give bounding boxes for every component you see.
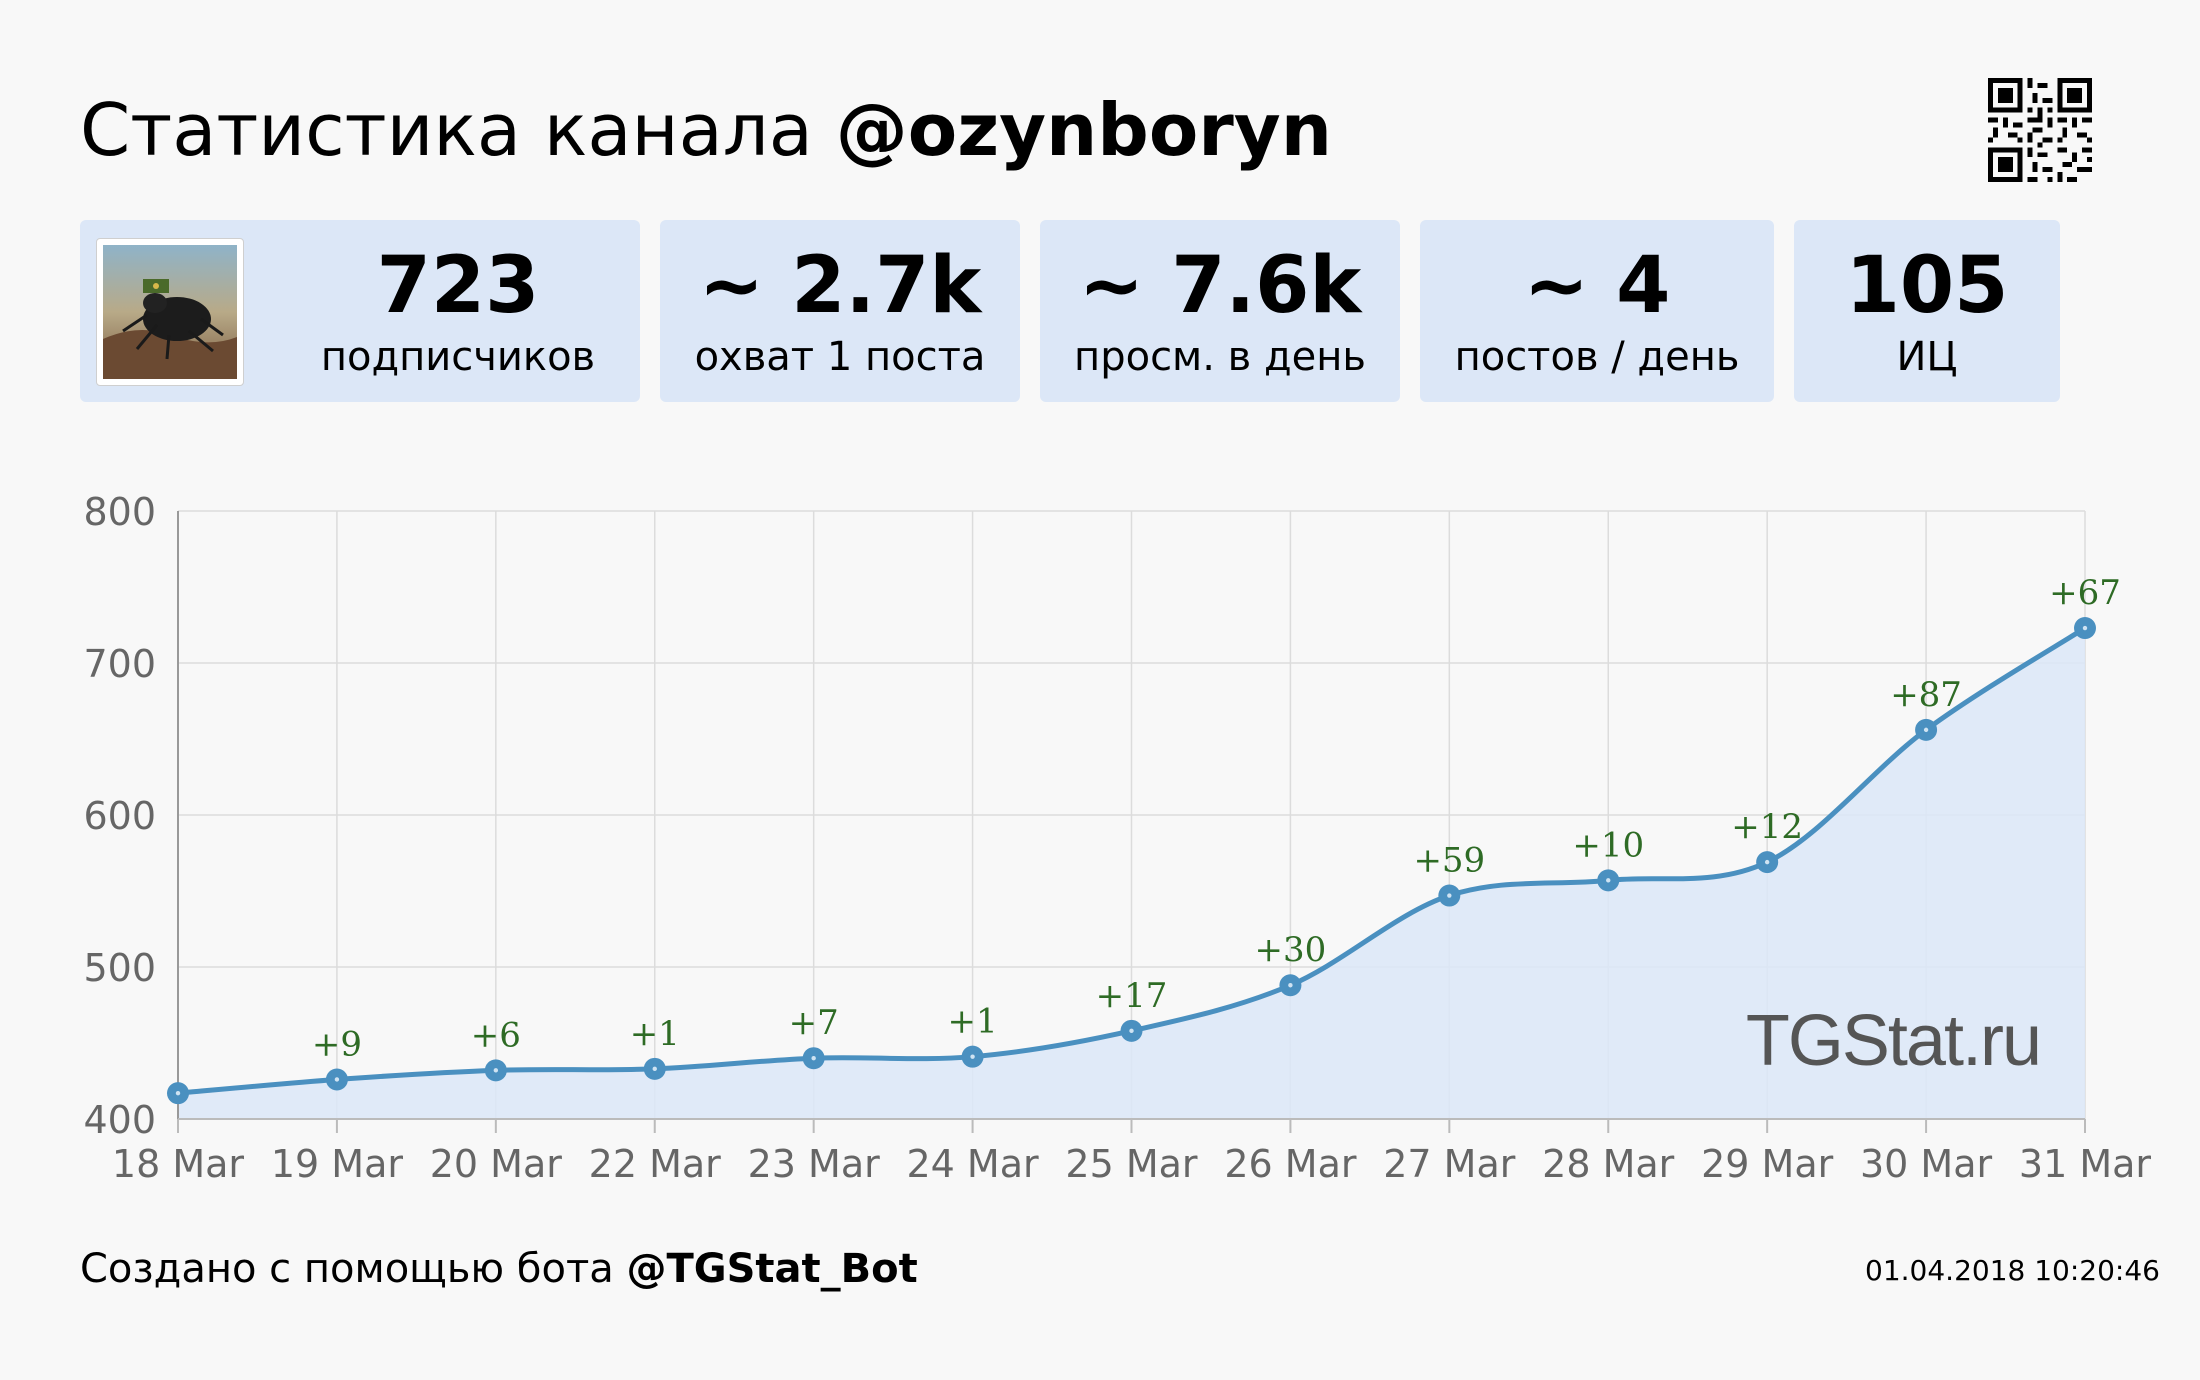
x-tick-label: 22 Mar [589,1142,722,1186]
data-label: +10 [1572,825,1644,865]
watermark-logo: TGStat.ru [1746,1001,2040,1081]
data-point-center [334,1077,340,1082]
data-point-center [2082,625,2088,631]
x-tick-label: 27 Mar [1383,1142,1516,1186]
footer-credit: Создано с помощью бота @TGStat_Bot [80,1244,918,1294]
qr-code-icon [1988,78,2092,182]
stat-label: подписчиков [320,334,596,380]
series-area [178,628,2085,1119]
title-prefix: Статистика канала [80,88,813,172]
data-point-center [1606,878,1611,883]
y-tick-label: 400 [83,1098,156,1142]
x-tick-label: 24 Mar [907,1142,1040,1186]
x-tick-label: 18 Mar [112,1142,245,1186]
x-tick-label: 29 Mar [1701,1142,1834,1186]
data-label: +9 [312,1024,362,1064]
data-point-center [970,1054,975,1059]
footer-bot-link[interactable]: @TGStat_Bot [626,1246,918,1292]
data-label: +7 [789,1003,839,1043]
stat-label: постов / день [1454,334,1740,380]
data-point-center [1764,859,1770,865]
data-label: +30 [1255,930,1327,970]
data-label: +12 [1731,807,1803,847]
x-tick-label: 26 Mar [1224,1142,1357,1186]
x-tick-label: 19 Mar [271,1142,404,1186]
stat-value: 723 [376,241,540,331]
stat-value: 105 [1845,241,2009,331]
y-tick-label: 800 [83,490,156,534]
data-point-center [652,1066,657,1072]
data-point-center [1288,983,1293,988]
stat-card-daily-views: ~ 7.6k просм. в день [1040,220,1400,402]
x-tick-label: 25 Mar [1065,1142,1198,1186]
y-tick-label: 500 [83,946,156,990]
data-label: +17 [1096,976,1168,1016]
data-label: +67 [2049,573,2121,613]
page-title: Статистика канала @ozynboryn [80,88,1332,172]
stat-label: охват 1 поста [694,334,986,380]
data-label: +87 [1890,675,1962,715]
stat-card-citation-index: 105 ИЦ [1794,220,2060,402]
data-point-center [175,1090,181,1096]
stat-card-posts-per-day: ~ 4 постов / день [1420,220,1774,402]
footer-prefix: Создано с помощью бота [80,1246,614,1292]
data-point-center [1129,1028,1134,1034]
data-label: +1 [630,1014,680,1054]
data-point-center [493,1068,499,1073]
stat-label: ИЦ [1896,334,1958,380]
y-tick-label: 700 [83,642,156,686]
stat-value: ~ 4 [1523,241,1671,331]
stat-value: ~ 7.6k [1078,241,1362,331]
x-tick-label: 31 Mar [2019,1142,2152,1186]
x-tick-label: 30 Mar [1860,1142,1993,1186]
x-tick-label: 20 Mar [430,1142,563,1186]
data-point-center [1923,727,1929,733]
data-label: +6 [471,1015,521,1055]
stat-card-reach: ~ 2.7k охват 1 поста [660,220,1020,402]
channel-avatar [96,238,244,386]
data-label: +59 [1413,841,1485,881]
stat-label: просм. в день [1074,334,1366,380]
timestamp: 01.04.2018 10:20:46 [1865,1254,2160,1287]
stat-value: ~ 2.7k [698,241,982,331]
channel-handle: @ozynboryn [835,88,1332,172]
x-tick-label: 23 Mar [748,1142,881,1186]
data-point-center [1447,893,1452,898]
data-point-center [811,1056,816,1061]
x-tick-label: 28 Mar [1542,1142,1675,1186]
y-tick-label: 600 [83,794,156,838]
data-label: +1 [948,1002,998,1042]
stat-card-subscribers: 723 подписчиков [80,220,640,402]
